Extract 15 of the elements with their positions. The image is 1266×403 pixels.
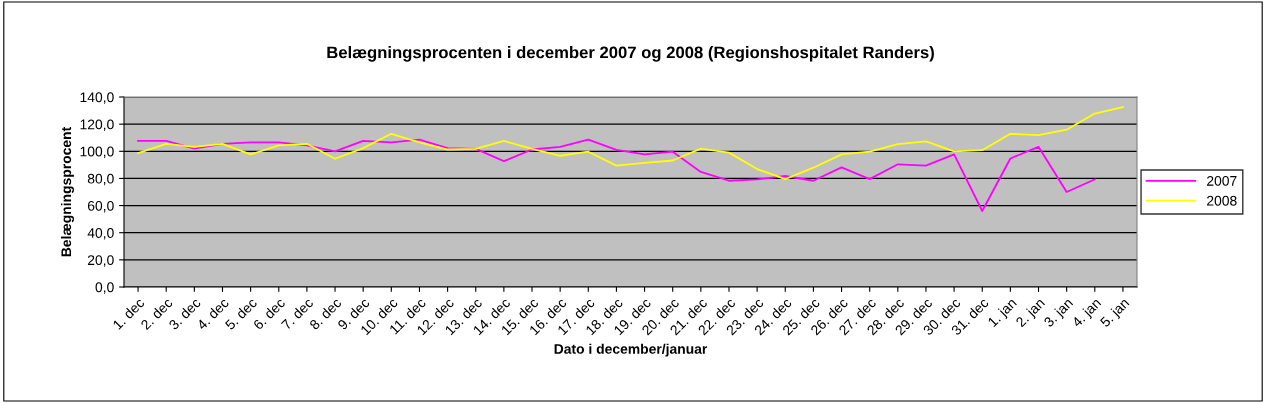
y-tick-label: 20,0 [87, 255, 114, 267]
y-tick-label: 40,0 [87, 228, 114, 240]
y-tick-label: 80,0 [87, 173, 114, 186]
y-tick-label: 100,0 [80, 146, 114, 159]
chart-title: Belægningsprocenten i december 2007 og 2008 (Regionshospitalet Randers) [327, 46, 934, 62]
y-tick-label: 140,0 [80, 92, 114, 104]
x-axis-title: Dato i december/januar [554, 343, 708, 357]
y-tick-label: 120,0 [80, 119, 114, 131]
y-tick-label: 60,0 [87, 200, 114, 213]
line-series [137, 138, 1096, 212]
y-axis-title: Belægningsprocent [60, 126, 74, 257]
legend-label: 2007 [1207, 175, 1237, 186]
legend-label: 2008 [1207, 195, 1237, 206]
line-series [137, 106, 1124, 181]
y-tick-label: 0,0 [95, 282, 114, 294]
